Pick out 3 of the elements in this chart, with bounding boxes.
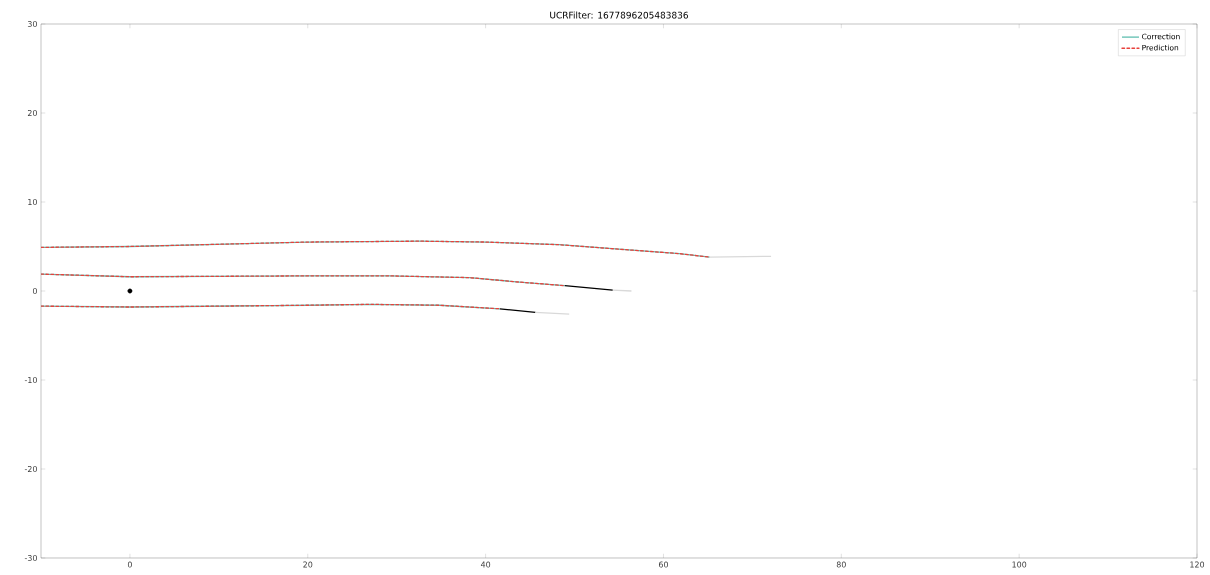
line-series bbox=[41, 240, 711, 258]
line-series bbox=[41, 273, 566, 287]
chart-title: UCRFilter: 1677896205483836 bbox=[550, 11, 688, 19]
